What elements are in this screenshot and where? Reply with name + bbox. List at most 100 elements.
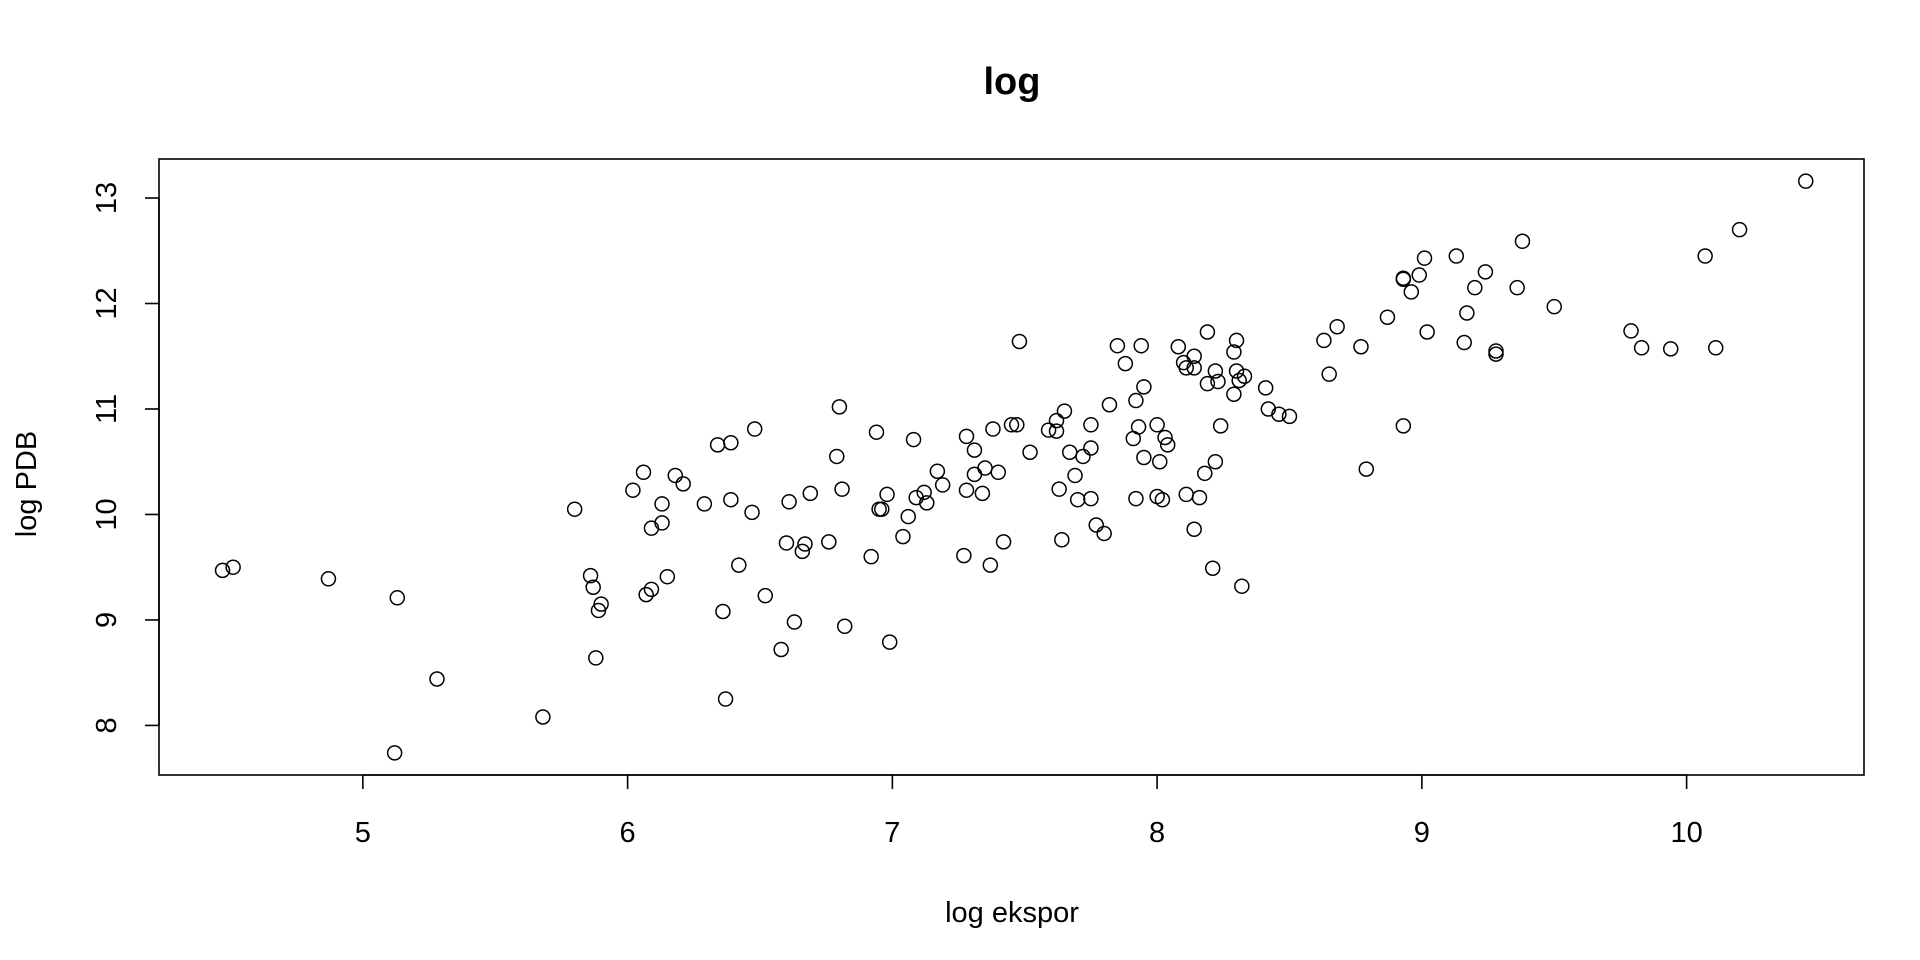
x-tick-label: 8 (1149, 817, 1165, 849)
data-point (1197, 465, 1213, 482)
data-point (635, 464, 652, 481)
data-point (1154, 491, 1171, 508)
data-point (1040, 422, 1057, 438)
data-point (1260, 401, 1277, 417)
data-point (1186, 348, 1202, 364)
data-point (1416, 250, 1433, 266)
data-point (1022, 444, 1038, 460)
data-point (781, 494, 797, 510)
data-point (829, 448, 845, 465)
data-point (1067, 467, 1083, 484)
data-point (535, 709, 551, 725)
data-point (1069, 491, 1086, 508)
plot-frame (158, 158, 1865, 776)
y-axis-label: log PDB (11, 431, 43, 537)
data-point (1662, 341, 1679, 357)
data-point (723, 491, 739, 508)
data-point (1178, 360, 1194, 376)
data-point (1271, 406, 1287, 423)
x-tick-label: 10 (1670, 817, 1702, 849)
data-point (1419, 324, 1435, 340)
data-point (919, 495, 935, 511)
data-point (654, 515, 670, 531)
data-point (1083, 490, 1099, 507)
data-point (1488, 343, 1504, 359)
data-points (214, 173, 1814, 761)
data-point (1096, 525, 1112, 542)
data-point (1207, 363, 1224, 379)
data-point (585, 579, 601, 595)
data-point (1395, 418, 1412, 434)
data-point (1117, 355, 1134, 372)
data-point (709, 437, 726, 453)
chart-title: log (984, 61, 1041, 103)
data-point (1109, 337, 1126, 354)
data-point (643, 520, 660, 536)
x-tick-label: 5 (355, 817, 371, 849)
data-point (977, 460, 993, 476)
data-point (566, 501, 583, 517)
data-point (1448, 248, 1465, 264)
x-tick-label: 6 (620, 817, 636, 849)
data-point (982, 557, 999, 573)
data-point (1226, 344, 1242, 360)
data-point (868, 424, 885, 440)
y-axis: 8 9 10 11 12 13 (91, 182, 160, 733)
data-point (1459, 305, 1475, 321)
data-point (1133, 337, 1149, 354)
data-point (1178, 486, 1194, 503)
y-tick-label: 8 (91, 717, 123, 733)
data-point (429, 671, 445, 687)
data-point (1075, 448, 1091, 465)
data-point (1467, 279, 1483, 296)
data-point (974, 485, 991, 502)
data-point (1731, 221, 1748, 238)
data-point (1281, 408, 1298, 425)
y-tick-label: 11 (91, 394, 123, 424)
data-point (802, 485, 819, 502)
data-point (874, 501, 890, 517)
data-point (1136, 379, 1152, 395)
data-point (1128, 392, 1144, 409)
data-point (1061, 444, 1078, 460)
data-point (834, 481, 850, 497)
data-point (1236, 368, 1253, 385)
data-point (1488, 346, 1504, 362)
data-point (956, 547, 972, 564)
data-point (836, 618, 853, 635)
data-point (1379, 309, 1396, 325)
data-point (879, 486, 895, 503)
data-point (1170, 339, 1187, 355)
data-point (757, 587, 774, 604)
data-point (654, 496, 670, 512)
data-point (717, 691, 734, 707)
data-point (895, 528, 911, 545)
data-point (723, 434, 739, 451)
data-point (1159, 437, 1176, 453)
data-point (1128, 490, 1144, 507)
data-point (916, 484, 932, 501)
data-point (1353, 339, 1369, 355)
data-point (985, 421, 1001, 437)
data-point (389, 590, 406, 606)
data-point (1798, 173, 1814, 189)
data-point (1054, 532, 1070, 548)
y-tick-label: 13 (91, 182, 123, 214)
data-point (778, 535, 795, 551)
data-point (715, 603, 731, 620)
data-point (1149, 488, 1165, 505)
data-point (905, 431, 922, 448)
data-point (386, 745, 403, 761)
data-point (1514, 233, 1531, 250)
data-point (1212, 418, 1229, 434)
y-tick-label: 10 (91, 498, 123, 530)
data-point (1083, 440, 1099, 456)
data-point (1456, 334, 1472, 351)
data-point (966, 442, 983, 458)
data-point (958, 428, 975, 445)
data-point (786, 614, 803, 630)
data-point (593, 596, 609, 612)
data-point (1329, 318, 1345, 335)
data-point (773, 641, 789, 658)
